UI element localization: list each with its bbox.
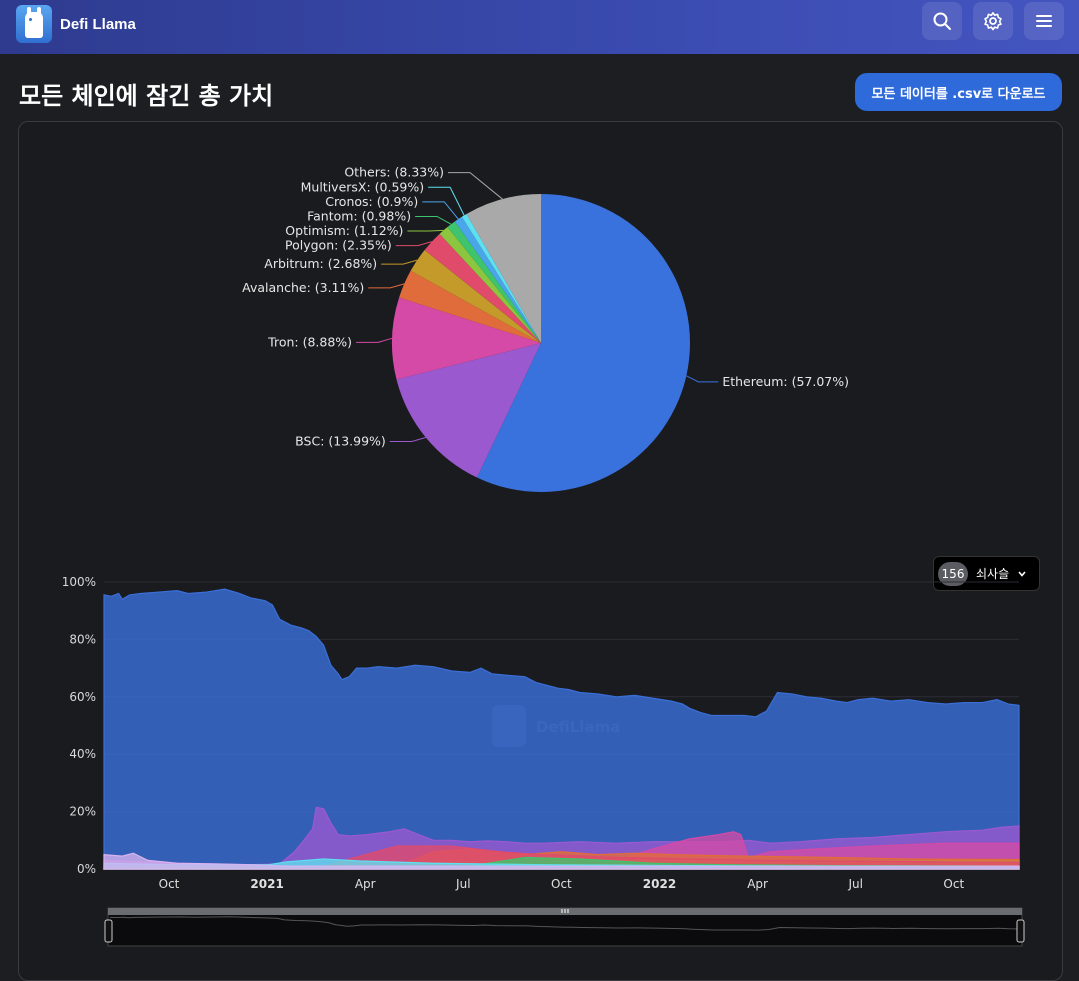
brush-left-handle[interactable] bbox=[104, 919, 113, 943]
brand-link[interactable]: Defi Llama bbox=[16, 4, 136, 44]
pie-label-optimism: Optimism: (1.12%) bbox=[285, 223, 403, 238]
x-tick-label: Apr bbox=[355, 877, 376, 891]
pie-label-tron: Tron: (8.88%) bbox=[267, 334, 352, 349]
brush-right-handle[interactable] bbox=[1016, 919, 1025, 943]
pie-label-arbitrum: Arbitrum: (2.68%) bbox=[264, 256, 377, 271]
brand-name: Defi Llama bbox=[60, 15, 136, 33]
y-tick-label: 100% bbox=[62, 575, 96, 589]
x-tick-label: Oct bbox=[551, 877, 572, 891]
pie-slice-ethereum[interactable] bbox=[476, 194, 690, 492]
brush-preview-line bbox=[109, 916, 1021, 931]
pie-label-line-optimism bbox=[407, 229, 444, 232]
pie-label-line-tron bbox=[356, 337, 393, 343]
download-csv-button[interactable]: 모든 데이터를 .csv로 다운로드 bbox=[855, 73, 1062, 111]
search-icon bbox=[933, 12, 951, 30]
x-tick-label: Oct bbox=[943, 877, 964, 891]
y-tick-label: 60% bbox=[69, 690, 96, 704]
dominance-area-chart: 0%20%40%60%80%100%DefiLlamaOct2021AprJul… bbox=[62, 575, 1025, 947]
pie-label-cronos: Cronos: (0.9%) bbox=[325, 194, 418, 209]
settings-button[interactable] bbox=[973, 2, 1013, 40]
search-button[interactable] bbox=[922, 2, 962, 40]
area-series-ethereum[interactable] bbox=[103, 588, 1020, 870]
pie-label-line-ethereum bbox=[686, 375, 719, 383]
pie-label-line-others bbox=[448, 172, 503, 200]
top-navigation-bar: Defi Llama bbox=[0, 0, 1079, 54]
range-brush[interactable] bbox=[104, 907, 1025, 947]
y-tick-label: 0% bbox=[77, 862, 96, 876]
pie-slice-arbitrum[interactable] bbox=[410, 249, 541, 343]
y-tick-label: 40% bbox=[69, 747, 96, 761]
brush-grip-icon[interactable] bbox=[561, 909, 569, 913]
pie-label-line-polygon bbox=[395, 241, 432, 247]
pie-slice-tron[interactable] bbox=[392, 297, 541, 380]
menu-icon bbox=[1036, 15, 1052, 27]
x-tick-label: 2021 bbox=[250, 877, 283, 891]
pie-slice-others[interactable] bbox=[466, 194, 541, 343]
pie-label-line-bsc bbox=[389, 437, 426, 443]
chain-group-select[interactable]: 156 쇠사슬 bbox=[933, 556, 1040, 591]
pie-label-line-cronos bbox=[422, 201, 459, 220]
area-series-polygon[interactable] bbox=[103, 845, 1020, 870]
pie-label-fantom: Fantom: (0.98%) bbox=[307, 208, 411, 223]
y-tick-label: 80% bbox=[69, 632, 96, 646]
pie-label-line-fantom bbox=[415, 215, 452, 225]
pie-slice-bsc[interactable] bbox=[396, 343, 541, 478]
pie-slice-polygon[interactable] bbox=[424, 233, 541, 343]
menu-button[interactable] bbox=[1024, 2, 1064, 40]
pie-label-polygon: Polygon: (2.35%) bbox=[285, 238, 392, 253]
pie-slice-multiversx[interactable] bbox=[461, 213, 541, 343]
pie-slice-fantom[interactable] bbox=[447, 221, 541, 343]
pie-label-multiversx: MultiversX: (0.59%) bbox=[301, 179, 425, 194]
pie-slice-optimism[interactable] bbox=[439, 227, 541, 343]
x-tick-label: Jul bbox=[847, 877, 862, 891]
pie-label-line-arbitrum bbox=[381, 259, 418, 265]
x-tick-label: Apr bbox=[747, 877, 768, 891]
tvl-pie-chart: Ethereum: (57.07%) BSC: (13.99%) Tron: (8.… bbox=[242, 165, 849, 492]
chevron-down-icon bbox=[1018, 570, 1026, 577]
x-tick-label: Jul bbox=[455, 877, 470, 891]
area-series-others[interactable] bbox=[103, 852, 1020, 870]
x-tick-label: Oct bbox=[159, 877, 180, 891]
pie-label-line-multiversx bbox=[428, 186, 465, 216]
pie-slice-avalanche[interactable] bbox=[399, 270, 541, 343]
pie-label-others: Others: (8.33%) bbox=[344, 165, 444, 180]
pie-slice-cronos[interactable] bbox=[454, 216, 541, 343]
pie-label-avalanche: Avalanche: (3.11%) bbox=[242, 280, 364, 295]
gear-icon bbox=[984, 12, 1002, 31]
pie-label-line-avalanche bbox=[368, 283, 405, 289]
x-tick-label: 2022 bbox=[643, 877, 676, 891]
y-tick-label: 20% bbox=[69, 805, 96, 819]
pie-label-bsc: BSC: (13.99%) bbox=[295, 434, 386, 449]
llama-logo-icon bbox=[16, 5, 52, 43]
page-title: 모든 체인에 잠긴 총 가치 bbox=[19, 82, 274, 110]
pie-label-ethereum: Ethereum: (57.07%) bbox=[722, 374, 849, 389]
chain-group-label: 쇠사슬 bbox=[976, 567, 1010, 581]
